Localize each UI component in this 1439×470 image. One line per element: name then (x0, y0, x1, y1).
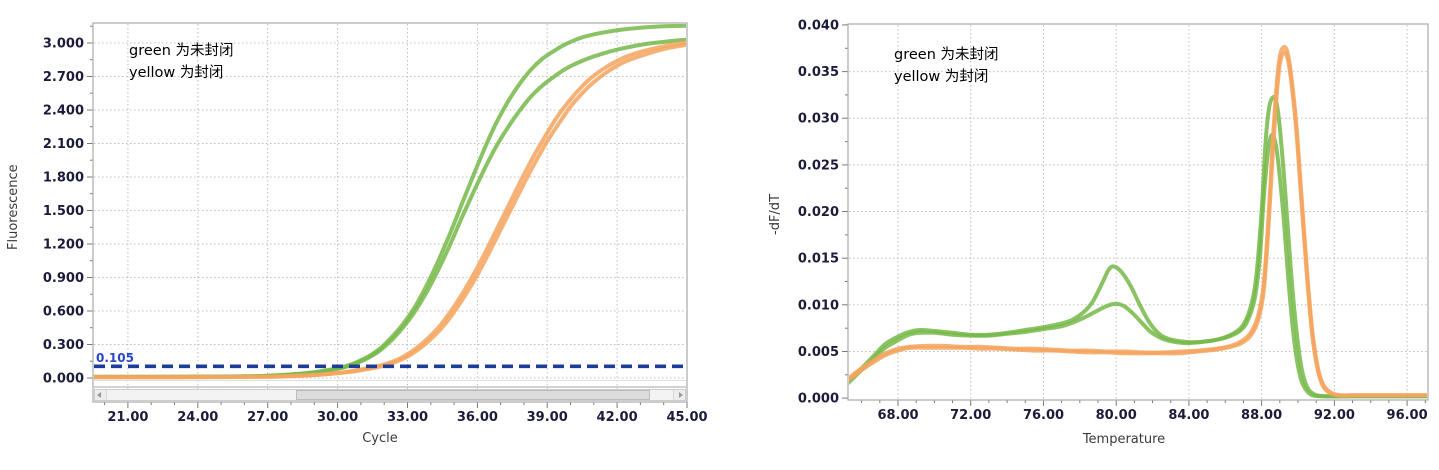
plot-border (847, 23, 1429, 401)
y-tick-label: 1.500 (43, 204, 84, 219)
scrollbar-right-arrow-icon (679, 392, 683, 398)
x-tick-label: 42.00 (597, 410, 638, 425)
series-green-unblocked-rep2 (94, 37, 686, 379)
x-tick-label: 92.00 (1314, 408, 1355, 423)
series-yellow-blocked-rep1 (849, 44, 1427, 398)
scrollbar-left-arrow-icon (97, 392, 101, 398)
cycle-axis-title: Cycle (362, 431, 398, 446)
tick-labels: 0.000 0.300 0.600 0.900 1.200 1.500 1.800 2.100… (43, 37, 708, 426)
y-tick-label: 0.020 (798, 205, 839, 220)
y-tick-label: 1.800 (43, 171, 84, 186)
tick-marks (87, 25, 688, 408)
x-tick-label: 36.00 (457, 410, 498, 425)
melt-legend-note: green 为未封闭 yellow 为封闭 (894, 44, 999, 88)
y-tick-label: 0.010 (798, 298, 839, 313)
y-tick-label: 2.100 (43, 137, 84, 152)
x-tick-label: 39.00 (527, 410, 568, 425)
series-green-unblocked-rep2 (849, 132, 1427, 399)
plot-border (92, 22, 688, 403)
series-yellow-blocked-rep2 (94, 42, 686, 380)
dfdt-axis-title: -dF/dT (768, 194, 783, 236)
scrollbar-thumb[interactable] (296, 390, 650, 400)
melt-legend-note-line1: green 为未封闭 (894, 47, 999, 63)
scrollbar-right-arrow[interactable] (673, 390, 685, 400)
amp-legend-note-line1: green 为未封闭 (129, 43, 234, 59)
y-tick-label: 0.030 (798, 112, 839, 127)
y-tick-label: 0.600 (43, 305, 84, 320)
amp-horizontal-scrollbar[interactable] (94, 389, 686, 401)
x-tick-label: 45.00 (666, 410, 707, 425)
y-tick-label: 0.300 (43, 338, 84, 353)
melt-chart: 0.000 0.005 0.010 0.015 0.020 0.025 0.030 0.035… (798, 18, 1429, 423)
y-tick-label: 0.000 (43, 372, 84, 387)
amp-legend-note: green 为未封闭 yellow 为封闭 (129, 40, 234, 84)
amplification-chart: 0.000 0.300 0.600 0.900 1.200 1.500 1.800 2.100… (43, 22, 708, 426)
x-tick-label: 76.00 (1023, 408, 1064, 423)
y-tick-label: 2.700 (43, 70, 84, 85)
y-tick-label: 0.015 (798, 252, 839, 267)
threshold-value-label: 0.105 (96, 351, 134, 365)
x-tick-label: 68.00 (877, 408, 918, 423)
y-tick-label: 0.025 (798, 158, 839, 173)
x-tick-label: 80.00 (1096, 408, 1137, 423)
amp-legend-note-line2: yellow 为封闭 (129, 65, 224, 81)
scrollbar-left-arrow[interactable] (95, 390, 107, 400)
series-yellow-blocked-rep2 (849, 50, 1427, 398)
melt-legend-note-line2: yellow 为封闭 (894, 69, 989, 85)
y-tick-label: 0.900 (43, 271, 84, 286)
y-tick-label: 0.035 (798, 65, 839, 80)
x-tick-label: 72.00 (950, 408, 991, 423)
x-tick-label: 33.00 (387, 410, 428, 425)
fluorescence-axis-title: Fluorescence (6, 164, 21, 251)
series-yellow-blocked-rep1 (94, 40, 686, 380)
gridlines (94, 24, 686, 401)
series-curves (94, 24, 686, 380)
x-tick-label: 84.00 (1168, 408, 1209, 423)
x-tick-label: 27.00 (247, 410, 288, 425)
x-tick-label: 21.00 (107, 410, 148, 425)
x-tick-label: 88.00 (1241, 408, 1282, 423)
x-tick-label: 96.00 (1387, 408, 1428, 423)
y-tick-label: 2.400 (43, 104, 84, 119)
y-tick-label: 0.005 (798, 345, 839, 360)
x-tick-label: 30.00 (317, 410, 358, 425)
y-tick-label: 3.000 (43, 37, 84, 52)
y-tick-label: 0.000 (798, 392, 839, 407)
y-tick-label: 0.040 (798, 18, 839, 33)
y-tick-label: 1.200 (43, 238, 84, 253)
series-curves (849, 44, 1427, 399)
temperature-axis-title: Temperature (1082, 432, 1166, 447)
x-tick-label: 24.00 (177, 410, 218, 425)
tick-labels: 0.000 0.005 0.010 0.015 0.020 0.025 0.030 0.035… (798, 18, 1428, 423)
